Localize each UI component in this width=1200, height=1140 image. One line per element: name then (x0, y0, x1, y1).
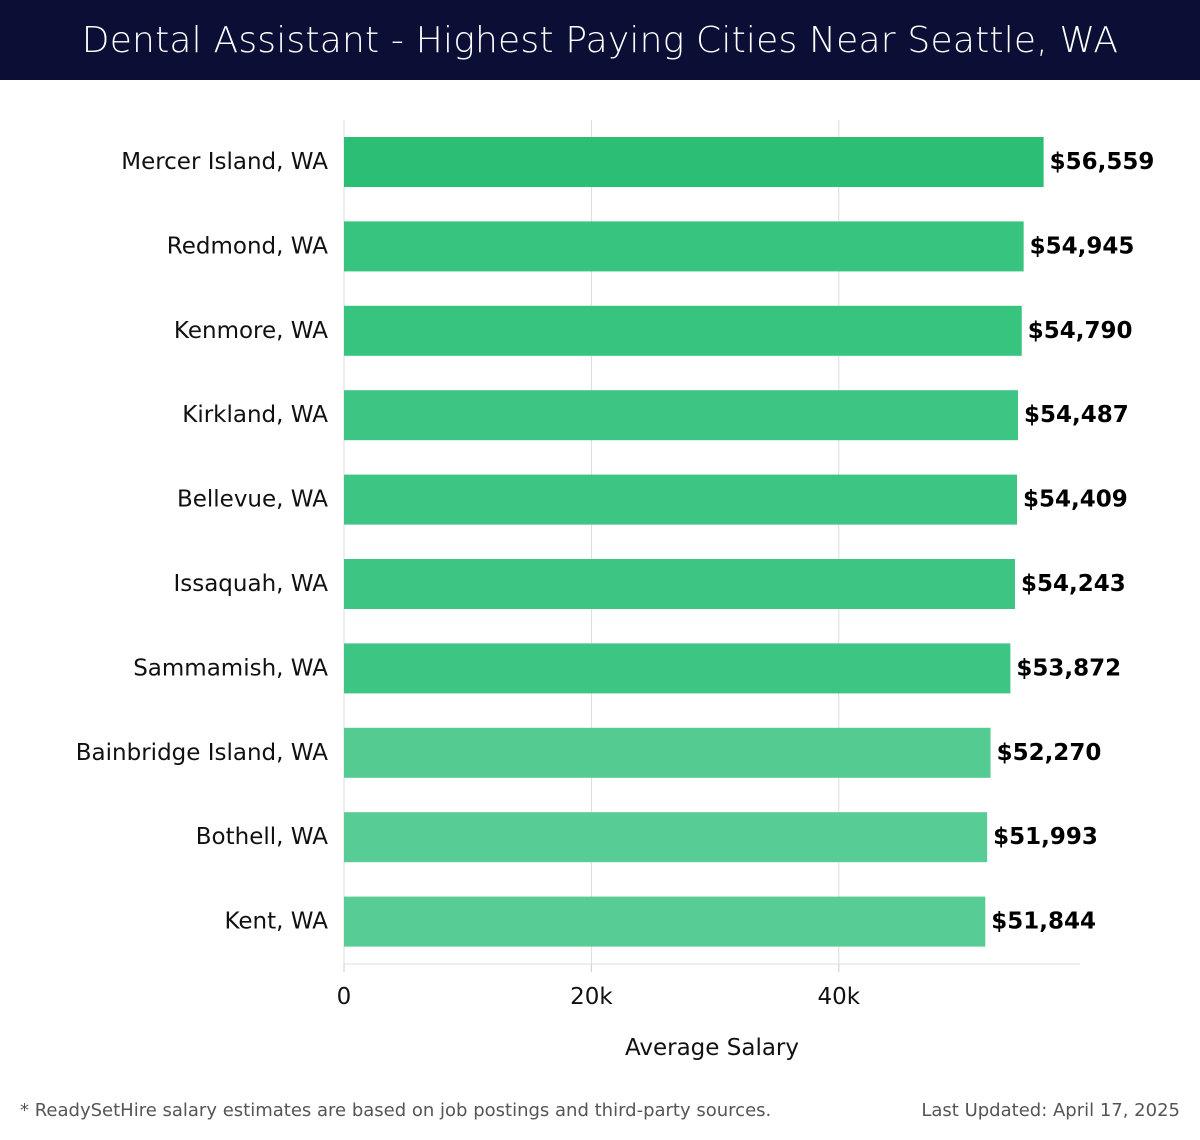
bar (344, 390, 1018, 441)
data-label: $54,243 (1021, 571, 1126, 597)
bar (344, 305, 1022, 356)
last-updated: Last Updated: April 17, 2025 (921, 1100, 1180, 1121)
bar (344, 474, 1018, 525)
data-label: $53,872 (1016, 655, 1121, 681)
data-label: $56,559 (1050, 149, 1155, 175)
data-label: $54,945 (1030, 233, 1135, 259)
data-label: $54,487 (1024, 402, 1129, 428)
category-label: Bothell, WA (196, 824, 328, 850)
category-label: Issaquah, WA (173, 571, 328, 597)
bar (344, 137, 1044, 187)
chart-title: Dental Assistant - Highest Paying Cities… (81, 19, 1119, 61)
bar (344, 812, 988, 863)
x-tick-label: 40k (817, 984, 860, 1010)
category-label: Sammamish, WA (133, 655, 328, 681)
category-label: Bellevue, WA (177, 487, 328, 513)
data-label: $51,844 (991, 909, 1096, 935)
category-label: Bainbridge Island, WA (76, 740, 328, 766)
bar (344, 727, 991, 778)
category-label: Kenmore, WA (174, 318, 328, 344)
bar (344, 643, 1011, 694)
data-label: $54,790 (1028, 318, 1133, 344)
bar (344, 559, 1015, 609)
bar (344, 221, 1024, 272)
category-label: Redmond, WA (167, 233, 328, 259)
category-label: Mercer Island, WA (121, 149, 328, 175)
data-label: $52,270 (997, 740, 1102, 766)
bar (344, 896, 986, 947)
data-label: $54,409 (1023, 487, 1128, 513)
x-axis-title: Average Salary (625, 1035, 799, 1061)
chart-header: Dental Assistant - Highest Paying Cities… (0, 0, 1200, 80)
x-tick-label: 0 (337, 984, 352, 1010)
category-label: Kent, WA (224, 909, 328, 935)
data-label: $51,993 (993, 824, 1098, 850)
category-label: Kirkland, WA (182, 402, 328, 428)
footer-note: * ReadySetHire salary estimates are base… (20, 1100, 772, 1121)
x-tick-label: 20k (570, 984, 613, 1010)
